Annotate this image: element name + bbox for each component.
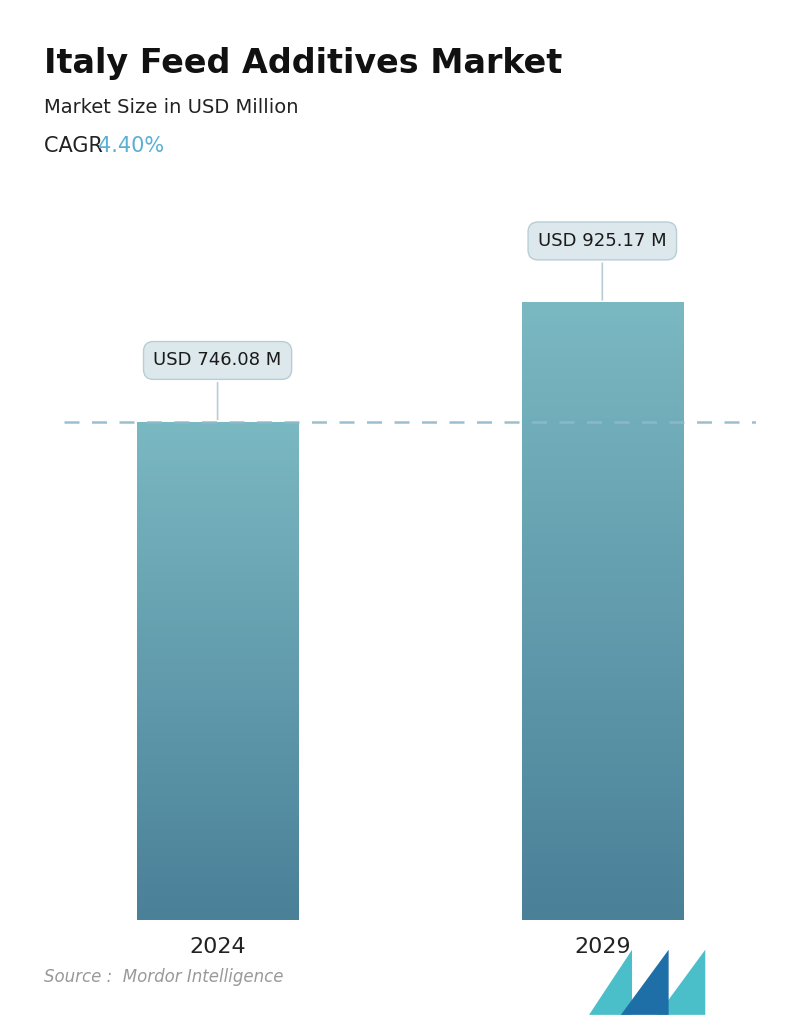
Text: Market Size in USD Million: Market Size in USD Million (44, 98, 298, 117)
Text: CAGR: CAGR (44, 136, 109, 156)
Polygon shape (621, 949, 669, 1015)
Text: USD 746.08 M: USD 746.08 M (154, 352, 282, 420)
Text: Italy Feed Additives Market: Italy Feed Additives Market (44, 47, 562, 80)
Text: 4.40%: 4.40% (98, 136, 164, 156)
Text: USD 925.17 M: USD 925.17 M (538, 232, 666, 300)
Polygon shape (657, 949, 705, 1015)
Text: Source :  Mordor Intelligence: Source : Mordor Intelligence (44, 968, 283, 986)
Polygon shape (589, 949, 632, 1015)
